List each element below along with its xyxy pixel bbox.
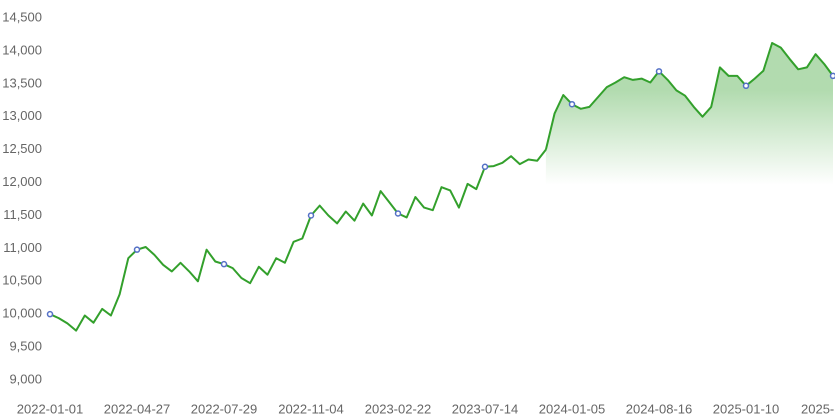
y-tick-label: 11,500 bbox=[3, 207, 42, 222]
point-marker bbox=[307, 212, 315, 219]
x-tick-label: 2024-01-05 bbox=[539, 401, 606, 416]
point-marker bbox=[46, 310, 54, 318]
point-marker bbox=[394, 210, 402, 217]
y-tick-label: 14,500 bbox=[2, 9, 42, 24]
area bbox=[545, 43, 833, 380]
point-marker bbox=[655, 68, 663, 75]
point-marker bbox=[481, 163, 489, 170]
line bbox=[49, 148, 547, 332]
x-tick-label: 2022-01-01 bbox=[17, 401, 84, 416]
point-marker bbox=[568, 100, 576, 108]
x-tick-label: 2025-01-10 bbox=[713, 401, 780, 416]
y-tick-label: 12,000 bbox=[2, 174, 42, 189]
y-tick-label: 13,000 bbox=[2, 108, 42, 123]
y-tick-label: 13,500 bbox=[2, 75, 42, 90]
y-tick-label: 14,000 bbox=[2, 42, 42, 57]
x-tick-label: 2024-08-16 bbox=[626, 401, 693, 416]
x-tick-label: 2022-04-27 bbox=[104, 401, 171, 416]
y-tick-label: 9,500 bbox=[9, 339, 42, 354]
point-marker bbox=[133, 246, 141, 253]
line bbox=[544, 42, 834, 150]
y-tick-label: 10,000 bbox=[2, 306, 42, 321]
y-tick-label: 10,500 bbox=[2, 273, 42, 288]
x-tick-label: 2022-07-29 bbox=[191, 401, 258, 416]
y-tick-label: 12,500 bbox=[2, 141, 42, 156]
x-tick-label: 2025- bbox=[801, 401, 834, 416]
point-marker bbox=[829, 72, 835, 80]
x-tick-label: 2023-07-14 bbox=[452, 401, 519, 416]
y-tick-label: 9,000 bbox=[9, 371, 42, 386]
x-tick-label: 2022-11-04 bbox=[278, 401, 344, 416]
y-tick-label: 11,000 bbox=[3, 240, 42, 255]
x-tick-label: 2023-02-22 bbox=[365, 401, 432, 416]
point-marker bbox=[220, 260, 228, 268]
point-marker bbox=[742, 82, 750, 90]
